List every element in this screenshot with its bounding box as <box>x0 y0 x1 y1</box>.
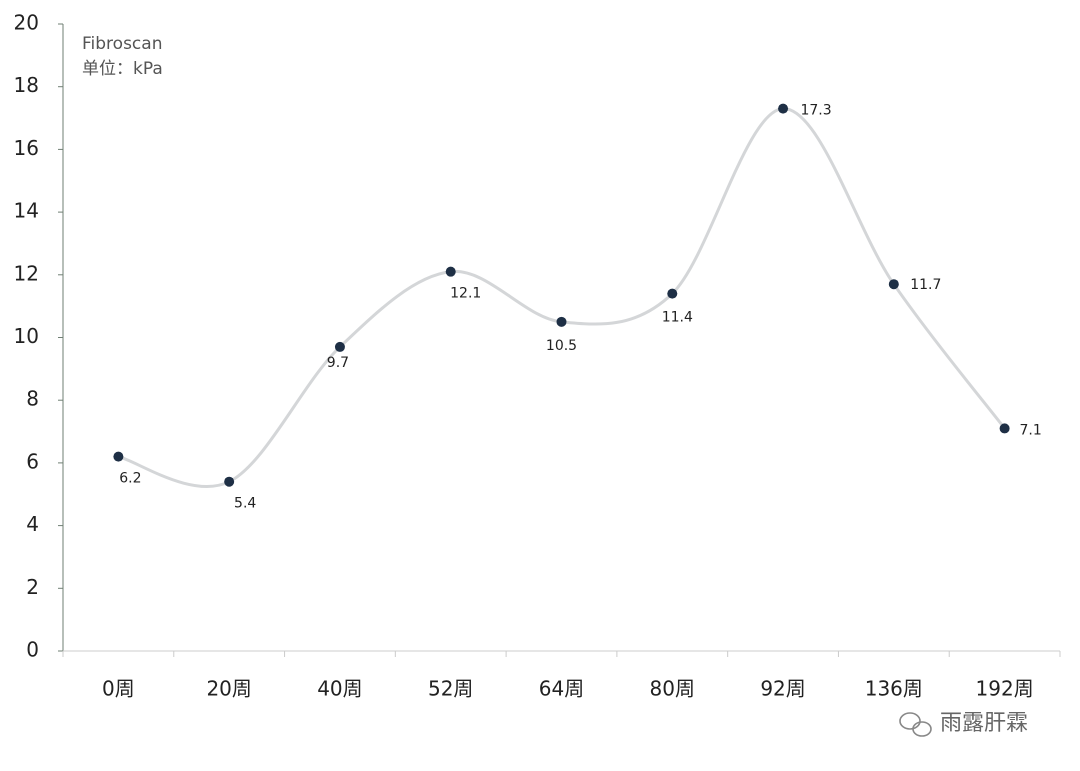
value-label: 10.5 <box>546 338 577 354</box>
value-label: 11.7 <box>910 277 941 293</box>
y-tick-label: 0 <box>26 638 39 662</box>
y-tick-label: 10 <box>14 324 39 348</box>
y-tick-label: 12 <box>14 261 39 285</box>
point <box>224 476 235 487</box>
point <box>556 316 567 327</box>
y-tick-label: 16 <box>14 136 39 160</box>
x-tick-label: 40周 <box>317 677 362 701</box>
value-label: 11.4 <box>662 310 693 326</box>
y-tick-label: 20 <box>14 11 39 35</box>
y-tick-label: 6 <box>26 449 39 473</box>
y-tick-label: 2 <box>26 575 39 599</box>
x-tick-label: 92周 <box>760 677 805 701</box>
watermark-icon <box>899 712 932 737</box>
value-label: 12.1 <box>450 286 481 302</box>
value-label: 5.4 <box>234 496 256 512</box>
y-tick-label: 4 <box>26 512 39 536</box>
value-label: 6.2 <box>119 471 141 487</box>
x-tick-label: 192周 <box>976 677 1034 701</box>
y-tick-label: 8 <box>26 387 39 411</box>
x-tick-label: 64周 <box>539 677 584 701</box>
point <box>667 288 678 299</box>
x-tick-label: 0周 <box>102 677 135 701</box>
point <box>334 341 345 352</box>
point <box>445 266 456 277</box>
point <box>778 103 789 114</box>
x-tick-label: 20周 <box>206 677 251 701</box>
point <box>999 423 1010 434</box>
value-label: 9.7 <box>327 355 349 371</box>
value-label: 17.3 <box>800 103 831 119</box>
watermark: 雨露肝霖 <box>940 711 1028 736</box>
value-label: 7.1 <box>1019 422 1041 438</box>
point <box>113 451 124 462</box>
x-tick-label: 52周 <box>428 677 473 701</box>
annotation: Fibroscan <box>82 34 162 54</box>
point <box>888 279 899 290</box>
y-tick-label: 14 <box>14 199 39 223</box>
line <box>117 107 1006 488</box>
annotation: 单位：kPa <box>82 59 163 79</box>
x-tick-label: 80周 <box>650 677 695 701</box>
y-tick-label: 18 <box>14 73 39 97</box>
x-tick-label: 136周 <box>865 677 923 701</box>
